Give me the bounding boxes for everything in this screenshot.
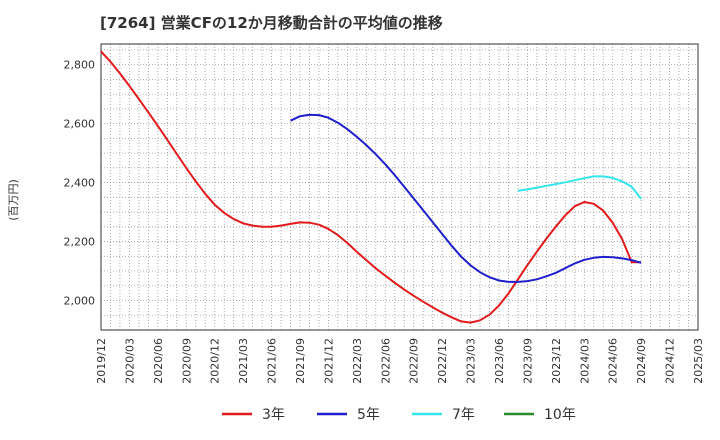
x-tick-label: 2022/09 xyxy=(408,338,421,384)
x-tick-label: 2021/03 xyxy=(237,338,250,384)
x-tick-label: 2023/12 xyxy=(550,338,563,384)
legend-label: 3年 xyxy=(262,407,285,423)
x-tick-label: 2023/03 xyxy=(465,338,478,384)
x-tick-label: 2025/03 xyxy=(692,338,705,384)
series-line-3 xyxy=(517,175,642,200)
legend-label: 10年 xyxy=(544,407,576,423)
x-tick-label: 2024/12 xyxy=(664,338,677,384)
series-line-1 xyxy=(100,50,642,324)
x-tick-label: 2020/12 xyxy=(209,338,222,384)
chart-title: [7264] 営業CFの12か月移動合計の平均値の推移 xyxy=(100,14,443,32)
y-tick-label: 2,800 xyxy=(64,59,96,72)
x-tick-label: 2020/09 xyxy=(180,338,193,384)
y-tick-label: 2,200 xyxy=(64,236,96,249)
y-tick-label: 2,400 xyxy=(64,177,96,190)
x-tick-label: 2022/12 xyxy=(436,338,449,384)
series-line-2 xyxy=(290,113,642,283)
x-tick-label: 2024/06 xyxy=(607,338,620,384)
plot-area: 2,000 2,200 2,400 2,600 2,800 2019/12 2020/03 2… xyxy=(64,43,705,384)
x-tick-label: 2023/06 xyxy=(493,338,506,384)
x-tick-label: 2020/06 xyxy=(152,338,165,384)
legend-label: 5年 xyxy=(357,407,380,423)
x-tick-label: 2024/09 xyxy=(635,338,648,384)
y-axis-label: (百万円) xyxy=(7,179,20,221)
x-tick-label: 2020/03 xyxy=(123,338,136,384)
x-tick-label: 2021/12 xyxy=(322,338,335,384)
x-tick-label: 2023/09 xyxy=(521,338,534,384)
x-tick-label: 2019/12 xyxy=(95,338,108,384)
legend-label: 7年 xyxy=(452,407,475,423)
legend: 3年 5年 7年 10年 xyxy=(222,407,576,423)
x-tick-label: 2024/03 xyxy=(578,338,591,384)
x-tick-label: 2021/06 xyxy=(266,338,279,384)
x-tick-label: 2022/06 xyxy=(379,338,392,384)
x-tick-label: 2022/03 xyxy=(351,338,364,384)
x-tick-label: 2021/09 xyxy=(294,338,307,384)
plot-frame xyxy=(100,43,699,331)
y-tick-label: 2,000 xyxy=(64,295,96,308)
y-tick-label: 2,600 xyxy=(64,118,96,131)
